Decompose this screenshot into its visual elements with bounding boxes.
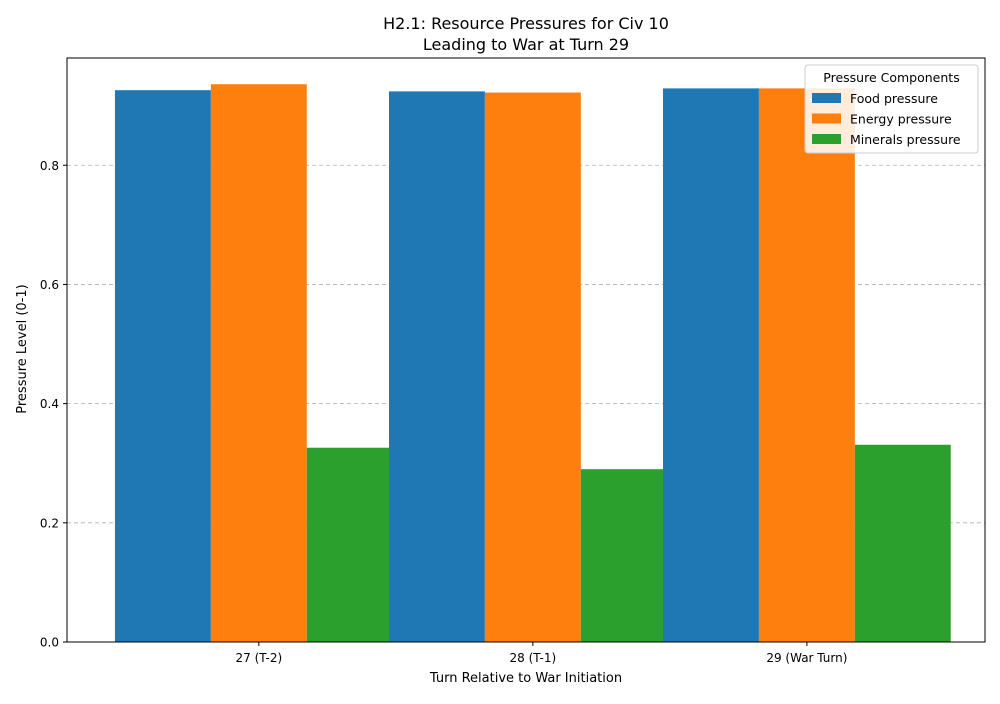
legend-label: Energy pressure [850,112,952,127]
y-tick-label: 0.0 [40,636,59,650]
bar [306,447,403,642]
legend-swatch [812,93,841,103]
bars [114,84,951,643]
chart-title-line2: Leading to War at Turn 29 [423,35,629,54]
bar [663,88,759,642]
legend-swatch [812,113,841,124]
y-tick-label: 0.2 [40,516,59,530]
bar [210,84,307,643]
bar [854,444,951,642]
y-tick-label: 0.6 [40,278,59,292]
legend-label: Minerals pressure [850,132,961,147]
y-tick-label: 0.8 [40,159,59,173]
bar [114,90,211,643]
bar [580,469,677,642]
x-tick-label: 27 (T-2) [236,651,283,665]
x-tick-label: 28 (T-1) [510,651,557,665]
bar [758,88,855,642]
chart-title-line1: H2.1: Resource Pressures for Civ 10 [383,14,669,33]
x-axis-label: Turn Relative to War Initiation [429,671,622,686]
bar [484,92,581,643]
y-tick-label: 0.4 [40,397,59,411]
legend-box [804,64,979,154]
axes: 0.0 0.2 0.4 0.6 0.8 27 (T-2) 28 (T-1) 29 (War T… [40,57,986,665]
legend-title: Pressure Components [823,70,959,85]
x-tick-label: 29 (War Turn) [766,651,847,665]
legend-swatch [812,134,841,144]
bar [388,91,485,642]
legend: Pressure Components Food pressure Energy p… [804,64,979,154]
legend-label: Food pressure [850,91,938,106]
plot-frame [66,57,986,643]
y-axis-label: Pressure Level (0-1) [15,284,30,413]
